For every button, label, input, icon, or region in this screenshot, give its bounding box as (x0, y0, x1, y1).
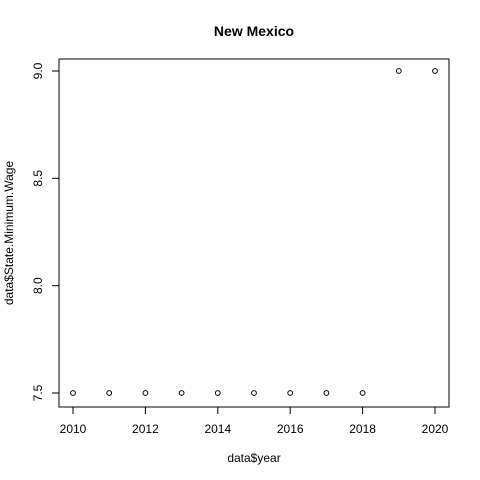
y-tick-label: 8.0 (31, 277, 45, 294)
y-axis: 7.5 8.0 8.5 9.0 (31, 62, 60, 401)
data-point (432, 68, 438, 74)
data-points (70, 68, 438, 396)
x-tick-label: 2020 (422, 422, 449, 436)
data-point (214, 390, 221, 396)
data-point (106, 390, 113, 396)
data-point (359, 390, 366, 396)
x-axis-label: data$year (227, 451, 280, 465)
y-tick-label: 7.5 (31, 384, 45, 401)
chart-title: New Mexico (214, 23, 294, 39)
data-point (395, 68, 402, 74)
y-axis-label: data$State.Minimum.Wage (2, 161, 16, 306)
data-point (323, 390, 330, 396)
x-tick-label: 2014 (204, 422, 231, 436)
x-tick-label: 2012 (132, 422, 159, 436)
data-point (287, 390, 294, 396)
x-tick-label: 2010 (60, 422, 87, 436)
data-point (70, 390, 76, 396)
x-tick-label: 2018 (349, 422, 376, 436)
x-axis: 2010 2012 2014 2016 2018 2020 (60, 406, 449, 436)
y-tick-label: 9.0 (31, 62, 45, 79)
x-tick-label: 2016 (277, 422, 304, 436)
data-point (178, 390, 185, 396)
data-point (142, 390, 149, 396)
data-point (251, 390, 257, 396)
y-tick-label: 8.5 (31, 170, 45, 187)
